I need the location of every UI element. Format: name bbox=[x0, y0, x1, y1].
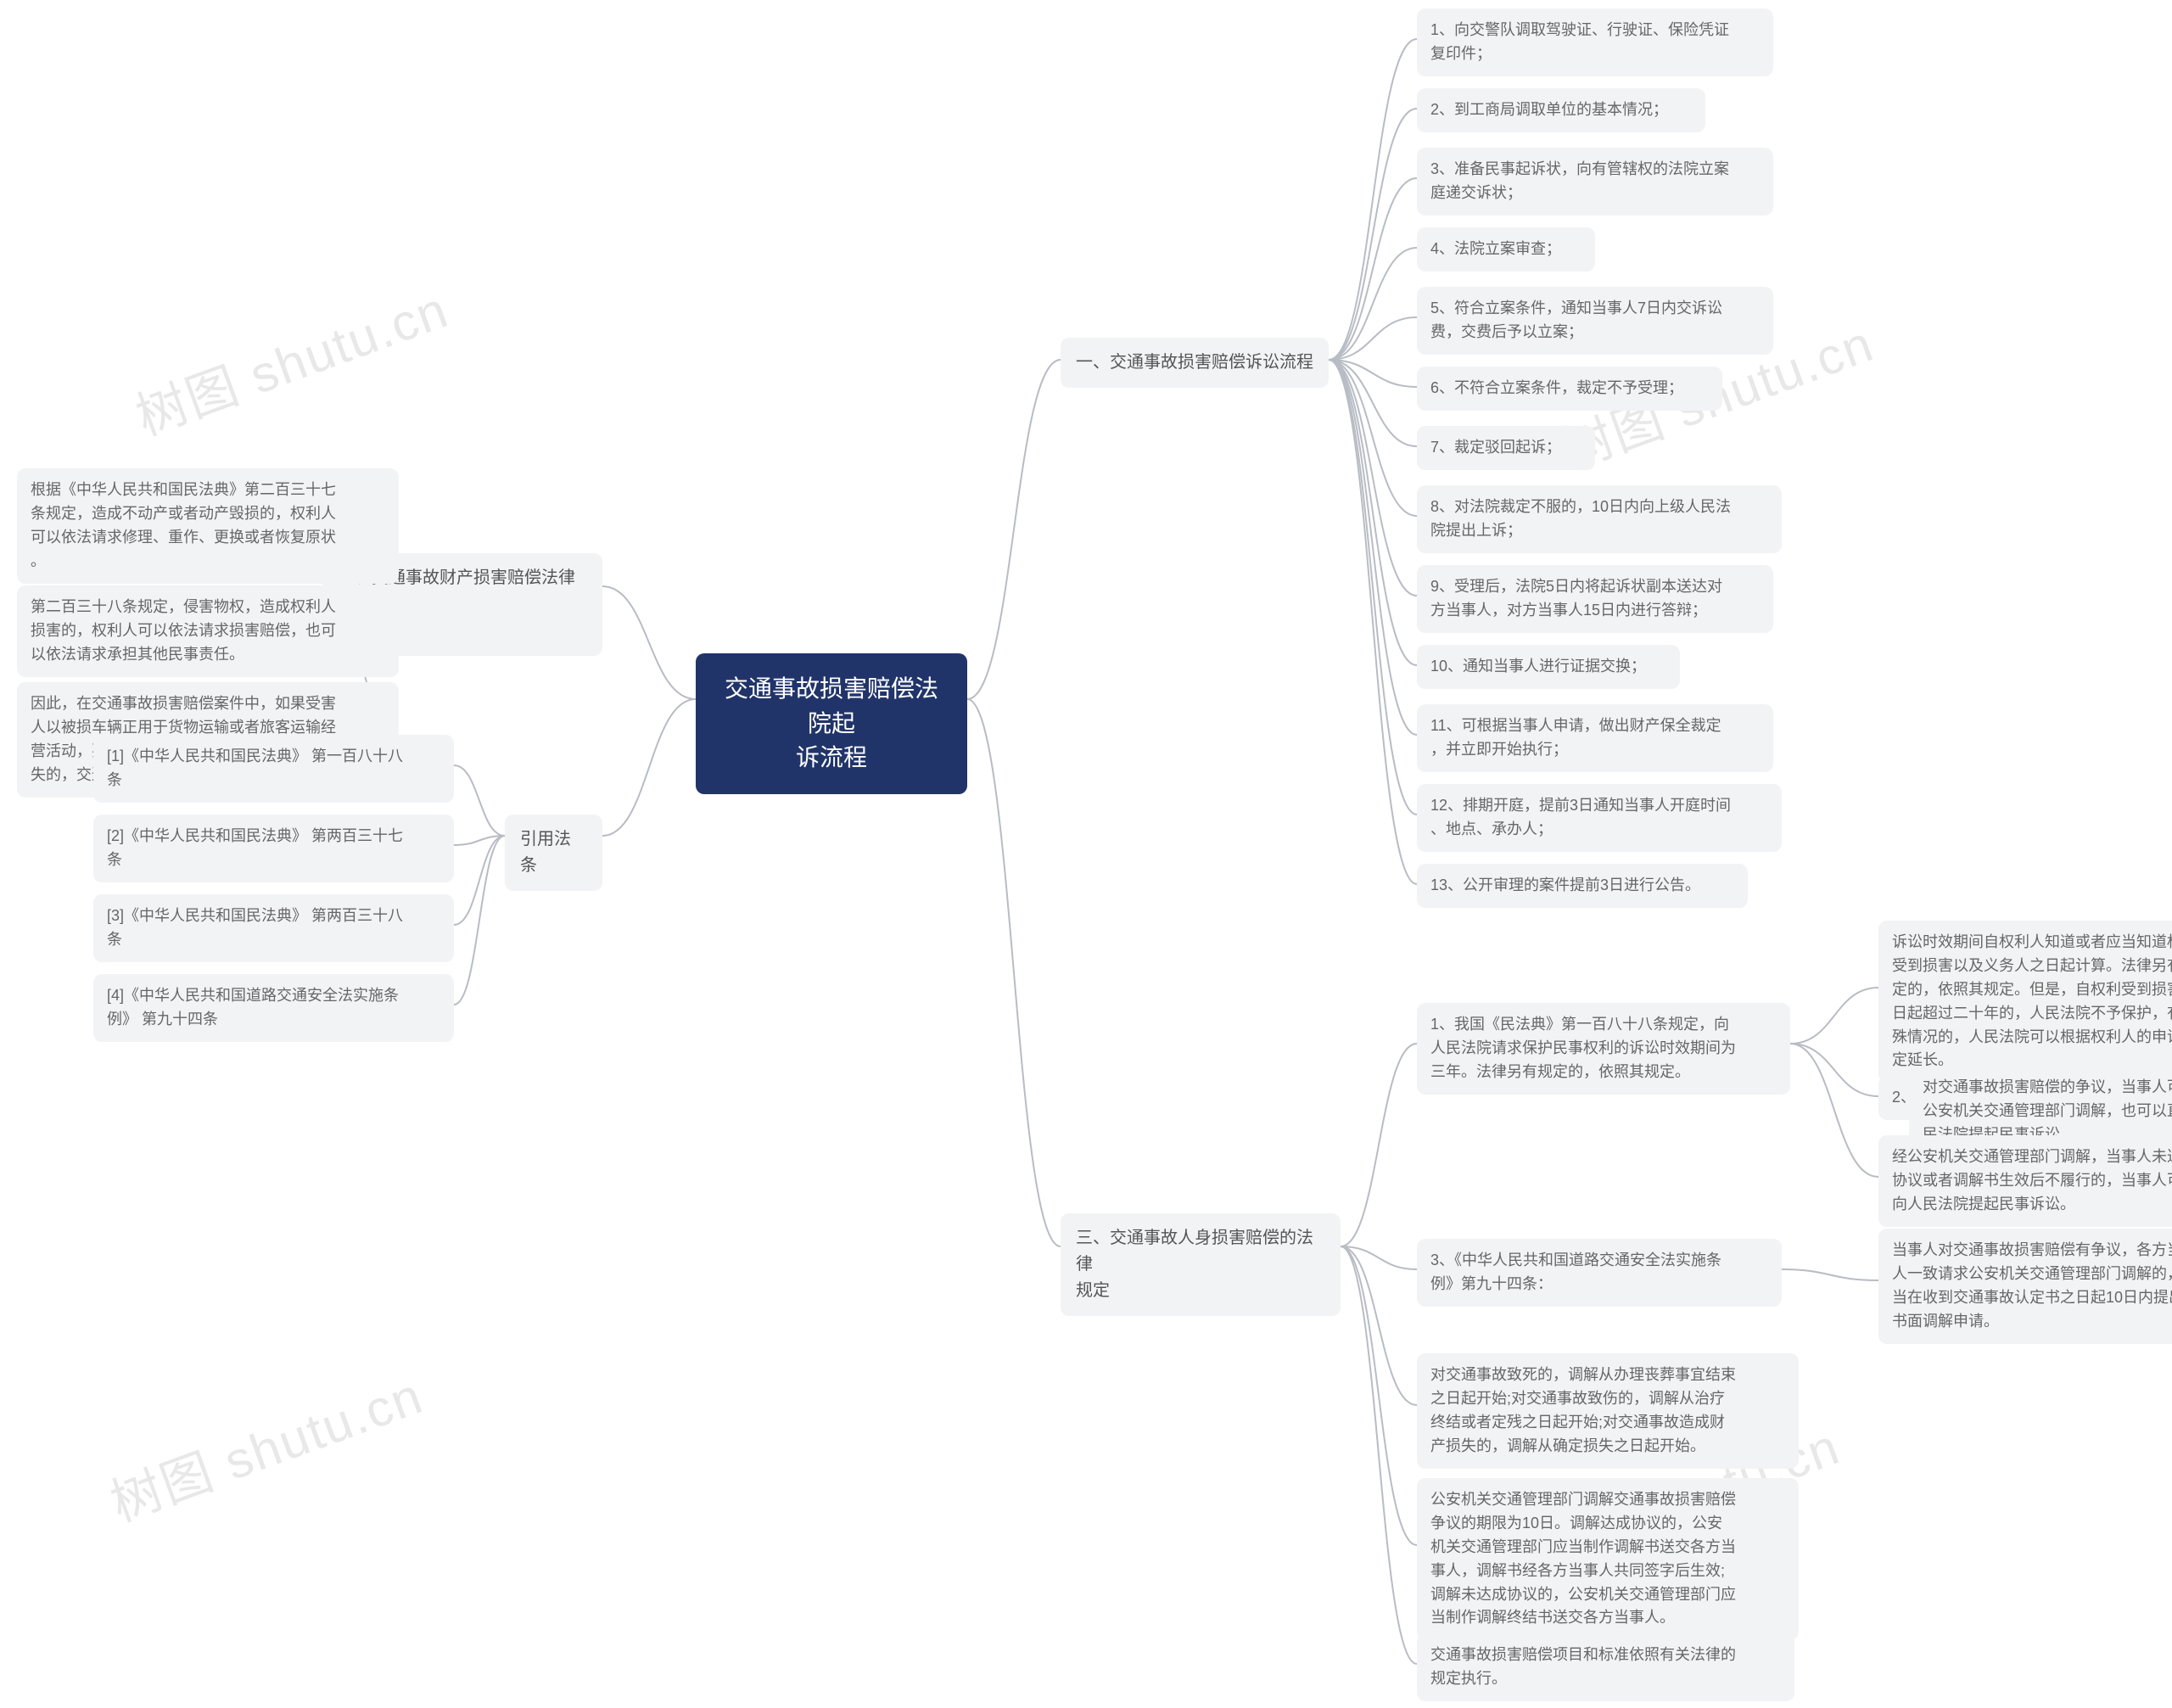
node-s4_3: [3]《中华人民共和国民法典》 第两百三十八 条 bbox=[93, 894, 454, 962]
edge-b1-s1_11 bbox=[1329, 360, 1417, 735]
edge-s3_1-s3_2 bbox=[1790, 1044, 1878, 1096]
node-s3_2b: 经公安机关交通管理部门调解，当事人未达成 协议或者调解书生效后不履行的，当事人可… bbox=[1878, 1135, 2172, 1227]
edge-b1-s1_4 bbox=[1329, 248, 1417, 360]
node-b4[interactable]: 引用法条 bbox=[505, 815, 602, 891]
node-s2_2: 第二百三十八条规定，侵害物权，造成权利人 损害的，权利人可以依法请求损害赔偿，也… bbox=[17, 585, 399, 677]
edge-b1-s1_8 bbox=[1329, 360, 1417, 516]
node-s1_12: 12、排期开庭，提前3日通知当事人开庭时间 、地点、承办人； bbox=[1417, 784, 1782, 852]
edge-b4-s4_2 bbox=[454, 836, 505, 845]
node-s1_10: 10、通知当事人进行证据交换； bbox=[1417, 645, 1680, 689]
node-s3_4: 对交通事故致死的，调解从办理丧葬事宜结束 之日起开始;对交通事故致伤的，调解从治… bbox=[1417, 1353, 1799, 1469]
edge-b3-s3_6 bbox=[1341, 1246, 1417, 1664]
mindmap-canvas: 树图 shutu.cn树图 shutu.cn树图 shutu.cn树图 shut… bbox=[0, 0, 2172, 1708]
node-s4_4: [4]《中华人民共和国道路交通安全法实施条 例》 第九十四条 bbox=[93, 974, 454, 1042]
edge-b1-s1_3 bbox=[1329, 178, 1417, 360]
edge-root-b3 bbox=[967, 699, 1061, 1246]
node-s1_11: 11、可根据当事人申请，做出财产保全裁定 ，并立即开始执行； bbox=[1417, 704, 1773, 772]
node-b3[interactable]: 三、交通事故人身损害赔偿的法律 规定 bbox=[1061, 1213, 1341, 1316]
node-s1_5: 5、符合立案条件，通知当事人7日内交诉讼 费，交费后予以立案； bbox=[1417, 287, 1773, 355]
edge-b1-s1_6 bbox=[1329, 360, 1417, 387]
node-s4_2: [2]《中华人民共和国民法典》 第两百三十七 条 bbox=[93, 815, 454, 882]
edge-b4-s4_3 bbox=[454, 836, 505, 925]
node-s1_1: 1、向交警队调取驾驶证、行驶证、保险凭证 复印件； bbox=[1417, 8, 1773, 76]
edge-b4-s4_1 bbox=[454, 765, 505, 836]
node-s1_3: 3、准备民事起诉状，向有管辖权的法院立案 庭递交诉状； bbox=[1417, 148, 1773, 216]
node-s1_7: 7、裁定驳回起诉； bbox=[1417, 426, 1595, 470]
edge-b3-s3_4 bbox=[1341, 1246, 1417, 1405]
root-node[interactable]: 交通事故损害赔偿法院起 诉流程 bbox=[696, 653, 967, 794]
edge-b1-s1_13 bbox=[1329, 360, 1417, 884]
edge-s3_1-s3_2b bbox=[1790, 1044, 1878, 1177]
edge-root-b1 bbox=[967, 360, 1061, 699]
node-s3_3a: 当事人对交通事故损害赔偿有争议，各方当事 人一致请求公安机关交通管理部门调解的，… bbox=[1878, 1229, 2172, 1344]
node-s3_5: 公安机关交通管理部门调解交通事故损害赔偿 争议的期限为10日。调解达成协议的，公… bbox=[1417, 1478, 1799, 1640]
node-s1_9: 9、受理后，法院5日内将起诉状副本送达对 方当事人，对方当事人15日内进行答辩； bbox=[1417, 565, 1773, 633]
watermark: 树图 shutu.cn bbox=[125, 269, 457, 451]
edge-b1-s1_7 bbox=[1329, 360, 1417, 446]
edge-b1-s1_10 bbox=[1329, 360, 1417, 665]
edge-b1-s1_2 bbox=[1329, 109, 1417, 360]
edge-b1-s1_1 bbox=[1329, 39, 1417, 360]
edge-s3_3-s3_3a bbox=[1782, 1269, 1878, 1280]
edge-b1-s1_5 bbox=[1329, 317, 1417, 360]
node-s1_2: 2、到工商局调取单位的基本情况； bbox=[1417, 88, 1705, 132]
edge-b3-s3_1 bbox=[1341, 1044, 1417, 1246]
node-s1_13: 13、公开审理的案件提前3日进行公告。 bbox=[1417, 864, 1748, 908]
edge-s3_1-s3_1a bbox=[1790, 988, 1878, 1044]
node-s3_1a: 诉讼时效期间自权利人知道或者应当知道权利 受到损害以及义务人之日起计算。法律另有… bbox=[1878, 921, 2172, 1083]
node-s2_1: 根据《中华人民共和国民法典》第二百三十七 条规定，造成不动产或者动产毁损的，权利… bbox=[17, 468, 399, 584]
edge-b3-s3_3 bbox=[1341, 1246, 1417, 1269]
edge-root-b4 bbox=[602, 699, 696, 836]
edge-b1-s1_9 bbox=[1329, 360, 1417, 596]
node-s3_3: 3、《中华人民共和国道路交通安全法实施条 例》第九十四条： bbox=[1417, 1239, 1782, 1307]
edge-b4-s4_4 bbox=[454, 836, 505, 1005]
node-s1_4: 4、法院立案审查； bbox=[1417, 227, 1595, 272]
edge-b3-s3_5 bbox=[1341, 1246, 1417, 1545]
node-s4_1: [1]《中华人民共和国民法典》 第一百八十八 条 bbox=[93, 735, 454, 803]
watermark: 树图 shutu.cn bbox=[99, 1355, 432, 1537]
node-s1_8: 8、对法院裁定不服的，10日内向上级人民法 院提出上诉； bbox=[1417, 485, 1782, 553]
node-b1[interactable]: 一、交通事故损害赔偿诉讼流程 bbox=[1061, 338, 1329, 388]
edge-root-b2 bbox=[602, 586, 696, 699]
node-s1_6: 6、不符合立案条件，裁定不予受理； bbox=[1417, 367, 1722, 411]
edge-b1-s1_12 bbox=[1329, 360, 1417, 815]
node-s3_6: 交通事故损害赔偿项目和标准依照有关法律的 规定执行。 bbox=[1417, 1633, 1794, 1701]
node-s3_1: 1、我国《民法典》第一百八十八条规定，向 人民法院请求保护民事权利的诉讼时效期间… bbox=[1417, 1003, 1790, 1095]
